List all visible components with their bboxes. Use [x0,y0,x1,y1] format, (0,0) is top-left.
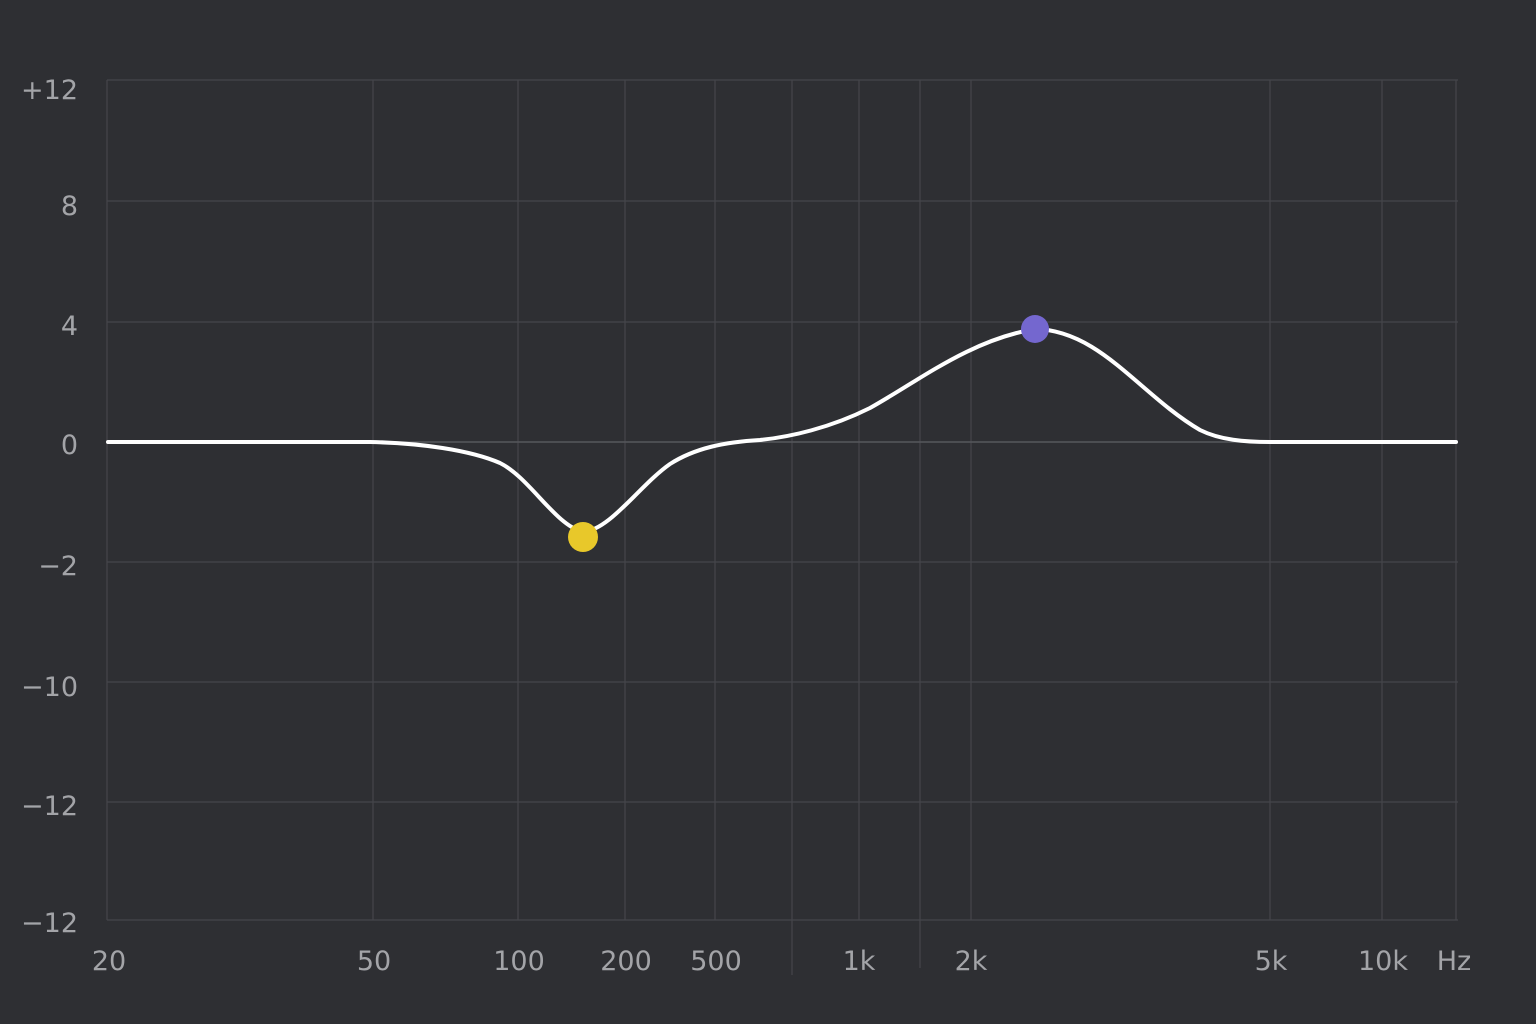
x-tick-label: 500 [690,946,742,977]
y-tick-label: −10 [21,672,78,703]
band-1-handle[interactable] [568,522,598,552]
x-tick-label: 1k [843,946,876,977]
y-axis-labels: +12 8 4 0 −2 −10 −12 −12 [21,75,78,939]
x-tick-label: 5k [1255,946,1288,977]
eq-response-curve [106,327,1458,534]
x-tick-label: 20 [92,946,126,977]
y-tick-label: −2 [38,551,78,582]
grid [106,79,1458,975]
band-2-handle[interactable] [1021,315,1049,343]
y-tick-label: 8 [61,191,78,222]
x-axis-labels: 20 50 100 200 500 1k 2k 5k 10k Hz [92,946,1471,977]
x-tick-label: 2k [955,946,988,977]
x-tick-label: 200 [600,946,652,977]
x-unit-label: Hz [1437,946,1471,977]
y-tick-label: −12 [21,791,78,822]
x-tick-label: 50 [357,946,391,977]
x-tick-label: 100 [493,946,545,977]
y-tick-label: −12 [21,908,78,939]
band-handles[interactable] [568,315,1049,552]
x-tick-label: 10k [1358,946,1408,977]
y-tick-label: 4 [61,311,78,342]
y-tick-label: 0 [61,430,78,461]
y-tick-label: +12 [21,75,78,106]
